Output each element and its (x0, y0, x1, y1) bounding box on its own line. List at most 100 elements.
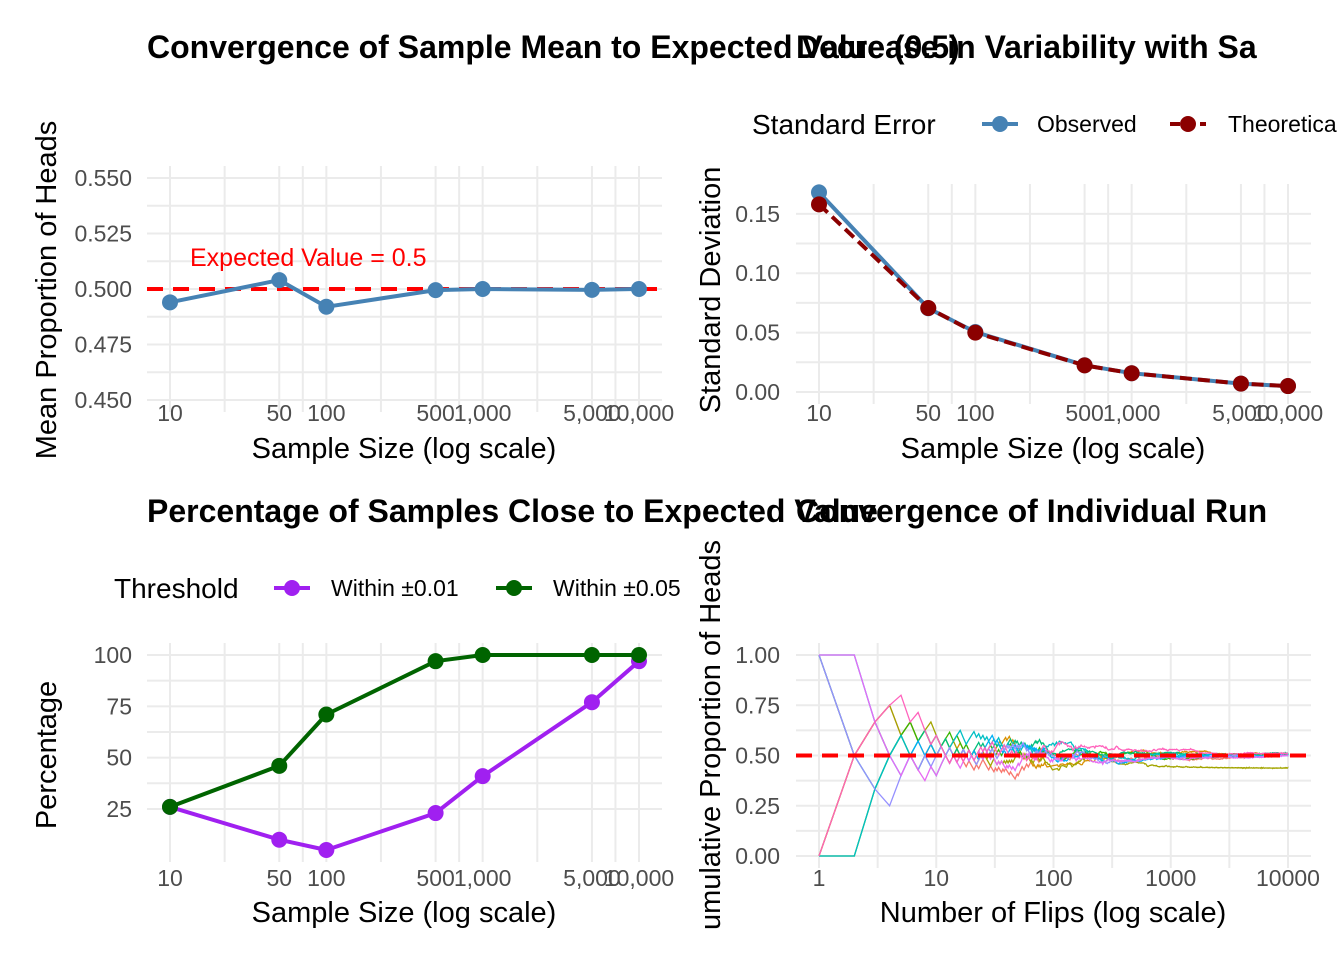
x-tick-label: 10 (923, 865, 949, 891)
y-tick-label: 0.25 (735, 793, 780, 819)
series-layer (811, 184, 1296, 395)
legend-label: Within ±0.05 (553, 575, 681, 601)
x-tick-label: 500 (416, 865, 454, 891)
grid (147, 643, 662, 862)
data-point (967, 324, 984, 341)
x-tick-label: 100 (1034, 865, 1072, 891)
x-tick-label: 50 (266, 400, 292, 426)
tick-labels: 1 10 100 1000 10000 0.00 0.25 0.50 0.75 1.00 (735, 642, 1320, 891)
x-tick-label: 10 (806, 400, 832, 426)
data-point (1280, 378, 1296, 395)
legend-swatch-dot (506, 580, 522, 596)
y-tick-label: 0.450 (74, 387, 132, 413)
x-tick-label: 500 (1065, 400, 1103, 426)
data-point (811, 184, 827, 201)
x-tick-label: 1000 (1145, 865, 1196, 891)
data-point (1123, 365, 1140, 382)
x-tick-label: 10 (157, 400, 183, 426)
x-tick-label: 5,000 (563, 400, 621, 426)
x-axis-title: Number of Flips (log scale) (880, 897, 1227, 929)
data-point (1076, 357, 1093, 374)
x-tick-label: 100 (307, 865, 345, 891)
panel-individual-runs: 1 10 100 1000 10000 0.00 0.25 0.50 0.75 1.00 Numb… (695, 540, 1320, 930)
x-tick-label: 100 (307, 400, 345, 426)
legend-swatch-dot (992, 116, 1008, 132)
legend-title: Threshold (114, 573, 239, 604)
x-tick-label: 500 (416, 400, 454, 426)
x-axis-title: Sample Size (log scale) (252, 433, 557, 465)
y-tick-label: 0.525 (74, 221, 132, 247)
chart-title: Percentage of Samples Close to Expected … (147, 493, 878, 529)
data-point (162, 294, 178, 311)
y-tick-label: 0.00 (735, 379, 780, 405)
data-point (474, 281, 491, 297)
data-point (1232, 375, 1249, 392)
x-tick-label: 100 (956, 400, 994, 426)
y-tick-label: 25 (106, 796, 132, 822)
x-tick-label: 10000 (1256, 865, 1320, 891)
x-tick-label: 10,000 (604, 400, 674, 426)
series-line (817, 191, 1289, 389)
y-axis-title: Mean Proportion of Heads (31, 121, 63, 460)
x-tick-label: 1,000 (1103, 400, 1161, 426)
y-tick-label: 0.00 (735, 843, 780, 869)
x-tick-label: 1 (813, 865, 826, 891)
data-point (427, 805, 444, 822)
series-line (169, 278, 640, 309)
legend-item-within-005: Within ±0.05 (496, 575, 681, 601)
data-point (631, 281, 647, 297)
legend-title: Standard Error (752, 109, 936, 140)
legend-item-observed: Observed (982, 111, 1137, 137)
x-tick-label: 5,000 (1212, 400, 1270, 426)
legend-label: Within ±0.01 (331, 575, 459, 601)
data-point (583, 647, 600, 663)
legend-label: Theoretica (1228, 111, 1337, 137)
x-tick-label: 10,000 (604, 865, 674, 891)
y-tick-label: 1.00 (735, 642, 780, 668)
data-point (920, 300, 937, 317)
x-tick-label: 50 (266, 865, 292, 891)
x-axis-title: Sample Size (log scale) (901, 433, 1206, 465)
series-line (817, 202, 1289, 389)
data-point (583, 281, 600, 298)
legend-swatch-dot (1180, 116, 1196, 132)
data-point (318, 298, 335, 315)
legend-item-within-001: Within ±0.01 (274, 575, 459, 601)
series-line (169, 659, 641, 852)
data-point (631, 647, 647, 663)
data-point (474, 768, 491, 785)
grid (796, 184, 1311, 404)
chart-title: Convergence of Sample Mean to Expected V… (147, 29, 960, 65)
legend-label: Observed (1037, 111, 1137, 137)
data-point (811, 196, 827, 213)
y-tick-label: 0.550 (74, 165, 132, 191)
y-axis-title: Percentage (31, 681, 63, 829)
data-point (427, 282, 444, 299)
y-axis-title: umulative Proportion of Heads (695, 540, 727, 930)
legend-swatch-dot (284, 580, 300, 596)
data-point (162, 798, 178, 815)
y-tick-label: 0.500 (74, 276, 132, 302)
legend-item-theoretical: Theoretica (1170, 111, 1337, 137)
series-layer (162, 647, 647, 858)
y-tick-label: 0.05 (735, 320, 780, 346)
x-tick-label: 10,000 (1253, 400, 1323, 426)
data-point (271, 831, 288, 848)
x-tick-label: 1,000 (454, 400, 512, 426)
y-tick-label: 0.475 (74, 332, 132, 358)
x-tick-label: 1,000 (454, 865, 512, 891)
data-point (583, 694, 600, 711)
data-point (318, 842, 335, 858)
chart-title: Decrease in Variability with Sa (796, 29, 1257, 65)
y-tick-label: 0.75 (735, 692, 780, 718)
x-tick-label: 50 (915, 400, 941, 426)
y-tick-label: 50 (106, 745, 132, 771)
data-point (271, 757, 288, 774)
y-tick-label: 0.50 (735, 743, 780, 769)
